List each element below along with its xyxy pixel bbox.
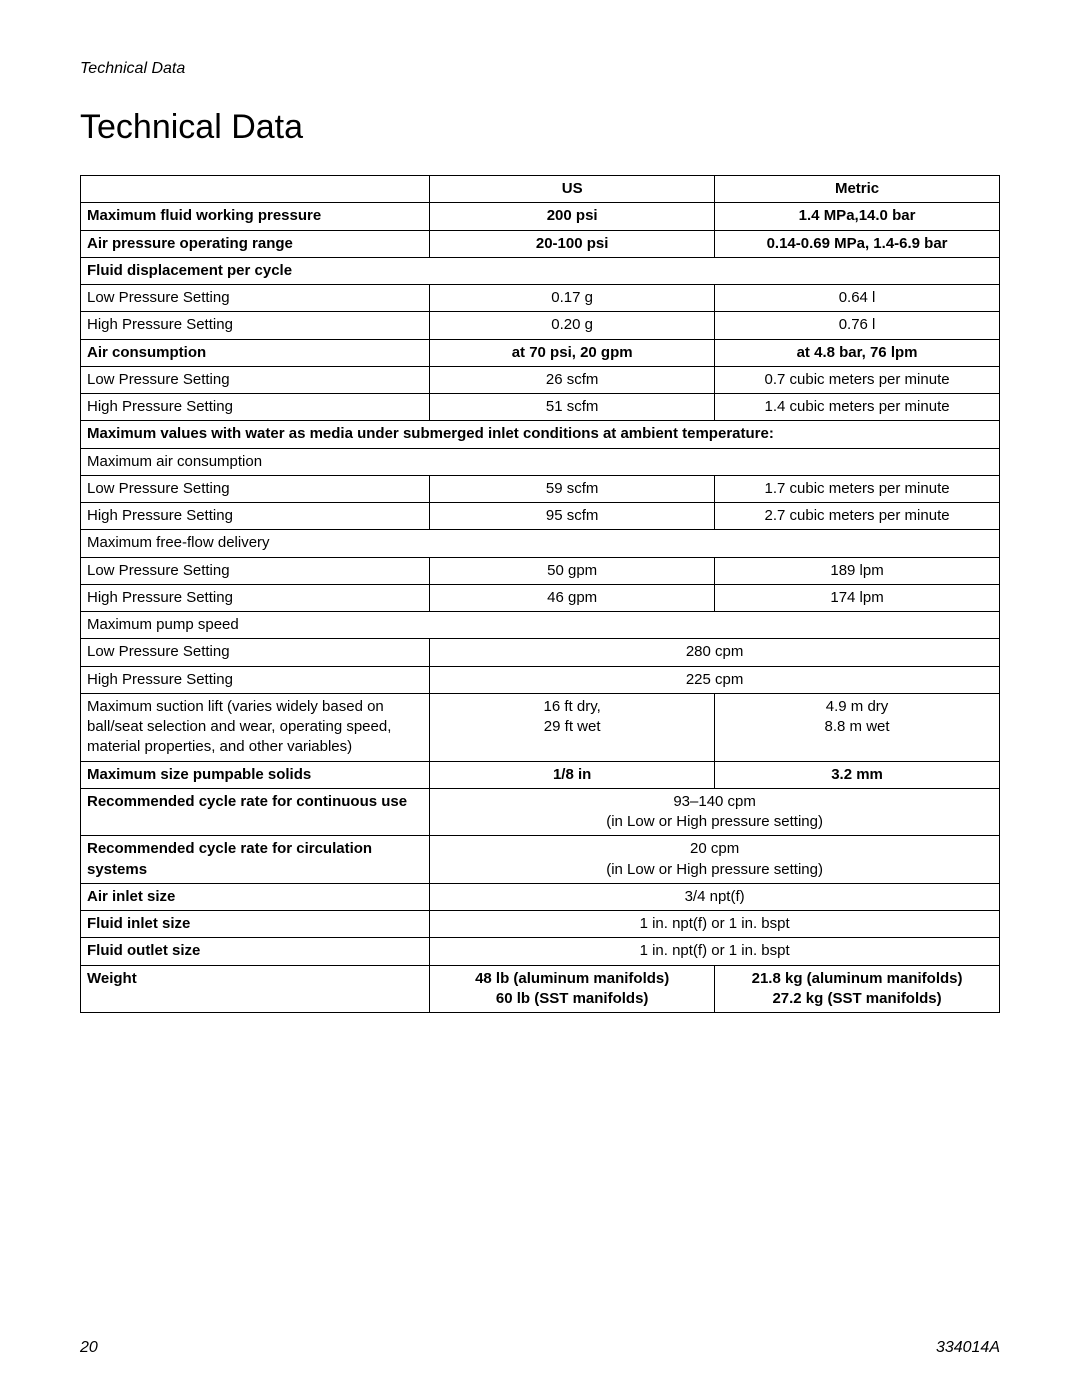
table-header-row: US Metric <box>81 176 1000 203</box>
table-label-cell: High Pressure Setting <box>81 503 430 530</box>
table-metric-cell: 189 lpm <box>715 557 1000 584</box>
table-us-cell: 1/8 in <box>430 761 715 788</box>
table-us-cell: at 70 psi, 20 gpm <box>430 339 715 366</box>
table-metric-cell: 0.14-0.69 MPa, 1.4-6.9 bar <box>715 230 1000 257</box>
table-label-cell: Maximum size pumpable solids <box>81 761 430 788</box>
table-row: Low Pressure Setting26 scfm0.7 cubic met… <box>81 366 1000 393</box>
table-row: High Pressure Setting225 cpm <box>81 666 1000 693</box>
col-header-us: US <box>430 176 715 203</box>
table-row: Maximum size pumpable solids1/8 in3.2 mm <box>81 761 1000 788</box>
table-label-cell: Low Pressure Setting <box>81 475 430 502</box>
table-value-cell: 1 in. npt(f) or 1 in. bspt <box>430 938 1000 965</box>
table-metric-cell: 174 lpm <box>715 584 1000 611</box>
table-label-cell: Fluid inlet size <box>81 911 430 938</box>
table-label-cell: Fluid outlet size <box>81 938 430 965</box>
table-us-cell: 59 scfm <box>430 475 715 502</box>
table-metric-cell: 1.4 cubic meters per minute <box>715 394 1000 421</box>
table-span-cell: Maximum air consumption <box>81 448 1000 475</box>
table-label-cell: Low Pressure Setting <box>81 557 430 584</box>
table-us-cell: 16 ft dry, 29 ft wet <box>430 693 715 761</box>
col-header-label <box>81 176 430 203</box>
table-label-cell: Recommended cycle rate for circulation s… <box>81 836 430 884</box>
table-metric-cell: at 4.8 bar, 76 lpm <box>715 339 1000 366</box>
page-title: Technical Data <box>80 108 1000 147</box>
table-label-cell: Maximum suction lift (varies widely base… <box>81 693 430 761</box>
table-metric-cell: 4.9 m dry 8.8 m wet <box>715 693 1000 761</box>
table-label-cell: Low Pressure Setting <box>81 639 430 666</box>
table-label-cell: Air pressure operating range <box>81 230 430 257</box>
table-row: Air pressure operating range20-100 psi0.… <box>81 230 1000 257</box>
table-span-cell: Maximum values with water as media under… <box>81 421 1000 448</box>
table-row: Low Pressure Setting50 gpm189 lpm <box>81 557 1000 584</box>
table-row: Fluid displacement per cycle <box>81 257 1000 284</box>
table-row: Fluid outlet size1 in. npt(f) or 1 in. b… <box>81 938 1000 965</box>
table-label-cell: Low Pressure Setting <box>81 285 430 312</box>
table-us-cell: 51 scfm <box>430 394 715 421</box>
table-row: Maximum suction lift (varies widely base… <box>81 693 1000 761</box>
table-us-cell: 46 gpm <box>430 584 715 611</box>
page-number: 20 <box>80 1339 98 1357</box>
col-header-metric: Metric <box>715 176 1000 203</box>
table-span-cell: Maximum free-flow delivery <box>81 530 1000 557</box>
table-row: Maximum free-flow delivery <box>81 530 1000 557</box>
table-metric-cell: 21.8 kg (aluminum manifolds) 27.2 kg (SS… <box>715 965 1000 1013</box>
table-span-cell: Fluid displacement per cycle <box>81 257 1000 284</box>
table-us-cell: 48 lb (aluminum manifolds) 60 lb (SST ma… <box>430 965 715 1013</box>
table-row: High Pressure Setting51 scfm1.4 cubic me… <box>81 394 1000 421</box>
table-value-cell: 1 in. npt(f) or 1 in. bspt <box>430 911 1000 938</box>
table-metric-cell: 0.7 cubic meters per minute <box>715 366 1000 393</box>
table-metric-cell: 1.4 MPa,14.0 bar <box>715 203 1000 230</box>
table-label-cell: Low Pressure Setting <box>81 366 430 393</box>
table-row: High Pressure Setting95 scfm2.7 cubic me… <box>81 503 1000 530</box>
page-footer: 20 334014A <box>80 1339 1000 1357</box>
table-label-cell: High Pressure Setting <box>81 666 430 693</box>
table-label-cell: High Pressure Setting <box>81 312 430 339</box>
table-value-cell: 93–140 cpm (in Low or High pressure sett… <box>430 788 1000 836</box>
table-row: High Pressure Setting0.20 g0.76 l <box>81 312 1000 339</box>
table-row: Low Pressure Setting280 cpm <box>81 639 1000 666</box>
table-metric-cell: 3.2 mm <box>715 761 1000 788</box>
table-us-cell: 26 scfm <box>430 366 715 393</box>
table-us-cell: 50 gpm <box>430 557 715 584</box>
table-us-cell: 0.20 g <box>430 312 715 339</box>
table-label-cell: Air inlet size <box>81 883 430 910</box>
table-metric-cell: 0.76 l <box>715 312 1000 339</box>
table-row: Fluid inlet size1 in. npt(f) or 1 in. bs… <box>81 911 1000 938</box>
table-row: Low Pressure Setting0.17 g0.64 l <box>81 285 1000 312</box>
table-row: Air consumptionat 70 psi, 20 gpmat 4.8 b… <box>81 339 1000 366</box>
table-metric-cell: 0.64 l <box>715 285 1000 312</box>
table-label-cell: High Pressure Setting <box>81 394 430 421</box>
table-metric-cell: 1.7 cubic meters per minute <box>715 475 1000 502</box>
table-row: High Pressure Setting46 gpm174 lpm <box>81 584 1000 611</box>
table-label-cell: Recommended cycle rate for continuous us… <box>81 788 430 836</box>
table-us-cell: 95 scfm <box>430 503 715 530</box>
table-row: Maximum values with water as media under… <box>81 421 1000 448</box>
table-value-cell: 3/4 npt(f) <box>430 883 1000 910</box>
table-row: Recommended cycle rate for continuous us… <box>81 788 1000 836</box>
table-row: Maximum fluid working pressure200 psi1.4… <box>81 203 1000 230</box>
table-value-cell: 280 cpm <box>430 639 1000 666</box>
document-id: 334014A <box>936 1339 1000 1357</box>
table-label-cell: High Pressure Setting <box>81 584 430 611</box>
table-label-cell: Maximum fluid working pressure <box>81 203 430 230</box>
table-value-cell: 20 cpm (in Low or High pressure setting) <box>430 836 1000 884</box>
table-row: Maximum pump speed <box>81 612 1000 639</box>
table-label-cell: Weight <box>81 965 430 1013</box>
table-label-cell: Air consumption <box>81 339 430 366</box>
table-value-cell: 225 cpm <box>430 666 1000 693</box>
table-metric-cell: 2.7 cubic meters per minute <box>715 503 1000 530</box>
table-row: Weight48 lb (aluminum manifolds) 60 lb (… <box>81 965 1000 1013</box>
table-row: Recommended cycle rate for circulation s… <box>81 836 1000 884</box>
table-span-cell: Maximum pump speed <box>81 612 1000 639</box>
document-page: Technical Data Technical Data US Metric … <box>0 0 1080 1397</box>
table-us-cell: 200 psi <box>430 203 715 230</box>
running-header: Technical Data <box>80 60 1000 78</box>
table-row: Maximum air consumption <box>81 448 1000 475</box>
technical-data-table: US Metric Maximum fluid working pressure… <box>80 175 1000 1013</box>
table-us-cell: 0.17 g <box>430 285 715 312</box>
table-row: Low Pressure Setting59 scfm1.7 cubic met… <box>81 475 1000 502</box>
table-us-cell: 20-100 psi <box>430 230 715 257</box>
table-row: Air inlet size3/4 npt(f) <box>81 883 1000 910</box>
